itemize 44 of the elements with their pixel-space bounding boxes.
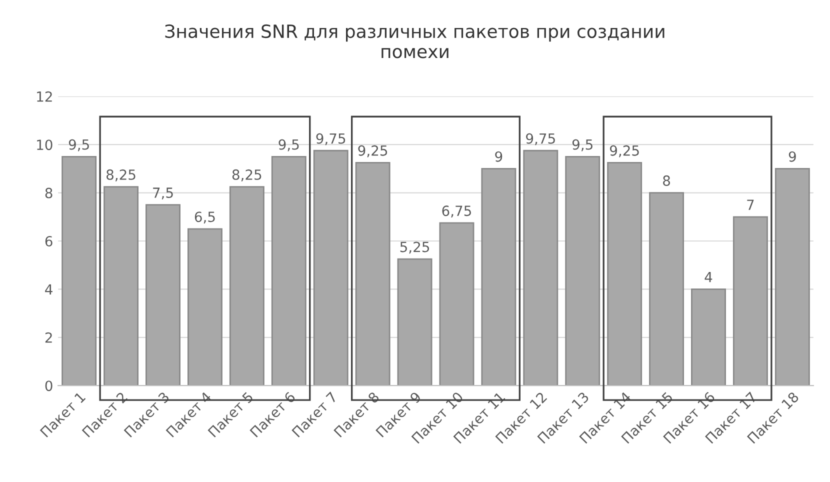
bar: [565, 156, 600, 386]
data-label: 9,5: [572, 139, 592, 152]
bar: [62, 156, 97, 386]
bar: [774, 168, 810, 386]
bar: [104, 186, 139, 386]
data-label: 9: [495, 151, 502, 162]
data-label: 8,25: [106, 169, 136, 182]
data-label: 9,5: [68, 139, 89, 152]
bar: [313, 150, 348, 386]
bar: [523, 150, 558, 386]
y-tick-label: 6: [45, 236, 52, 246]
bar: [397, 258, 432, 386]
bar: [229, 186, 264, 386]
y-tick-label: 10: [37, 140, 52, 150]
data-label: 8,25: [232, 169, 262, 182]
data-label: 7: [747, 200, 754, 210]
data-label: 9: [788, 151, 796, 162]
y-tick-label: 12: [37, 91, 52, 102]
data-label: 6,5: [194, 212, 215, 224]
data-label: 4: [704, 272, 712, 282]
bar: [691, 288, 726, 386]
bar: [355, 162, 390, 386]
bar: [271, 156, 306, 386]
data-label: 7,5: [153, 188, 173, 200]
data-label: 6,75: [442, 206, 471, 218]
bar: [649, 192, 684, 386]
data-label: 9,25: [610, 145, 639, 158]
data-label: 9,75: [316, 133, 346, 146]
data-label: 5,25: [400, 242, 430, 254]
y-tick-label: 8: [45, 188, 52, 198]
bar: [146, 204, 180, 386]
data-label: 9,75: [526, 133, 555, 146]
bar: [481, 168, 516, 386]
data-label: 8: [663, 175, 670, 186]
chart-title: Значения SNR для различных пакетов при создании помехи: [165, 24, 664, 58]
y-tick-label: 2: [45, 332, 52, 343]
y-tick-label: 0: [45, 380, 52, 392]
bar: [732, 216, 768, 386]
y-tick-label: 4: [45, 284, 52, 294]
data-label: 9,25: [358, 145, 388, 158]
bar: [439, 222, 474, 386]
bar: [187, 228, 222, 386]
data-label: 9,5: [278, 139, 299, 152]
bar: [607, 162, 642, 386]
